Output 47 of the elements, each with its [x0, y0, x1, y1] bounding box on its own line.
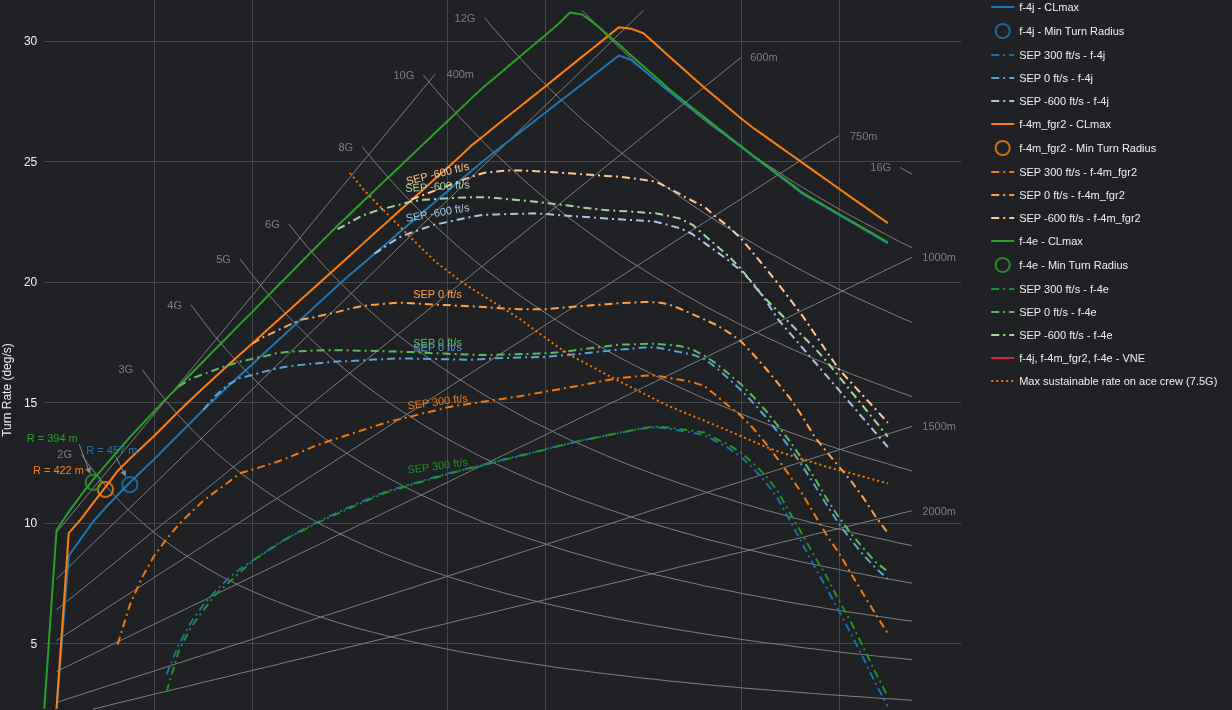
annotation: 600m	[750, 51, 778, 64]
annotation: SEP -600 ft/s	[404, 200, 471, 224]
legend-label: f-4e - CLmax	[1019, 235, 1084, 247]
annotation: 1500m	[922, 420, 956, 433]
y-tick-label: 25	[23, 154, 38, 169]
legend-label: f-4j - Min Turn Radius	[1019, 25, 1125, 37]
annotation: 750m	[849, 129, 878, 142]
y-tick-label: 5	[30, 636, 38, 651]
line-series	[336, 196, 889, 438]
annotation: 16G	[870, 161, 892, 174]
annotation: SEP 0 ft/s	[413, 287, 463, 300]
annotation: R = 394 m	[26, 432, 78, 445]
annotation: 4G	[167, 298, 182, 311]
y-tick-label: 20	[23, 275, 38, 290]
y-tick-label: 10	[23, 516, 38, 531]
legend-label: SEP 300 ft/s - f-4m_fgr2	[1019, 166, 1137, 178]
y-tick-label: 30	[23, 34, 38, 49]
legend-label: SEP 0 ft/s - f-4m_fgr2	[1019, 189, 1125, 201]
legend-label: SEP -600 ft/s - f-4j	[1019, 95, 1109, 107]
legend-label: SEP -600 ft/s - f-4e	[1019, 329, 1113, 341]
annotation: 6G	[265, 218, 280, 231]
legend-label: SEP 300 ft/s - f-4j	[1019, 49, 1106, 61]
annotation: 12G	[454, 11, 476, 24]
legend-label: f-4m_fgr2 - CLmax	[1019, 118, 1112, 130]
annotation: 5G	[216, 252, 231, 265]
annotation: 8G	[338, 140, 354, 153]
legend-label: SEP 0 ft/s - f-4e	[1019, 306, 1097, 318]
legend-label: SEP 0 ft/s - f-4j	[1019, 72, 1093, 84]
y-tick-label: 15	[23, 395, 38, 410]
annotation: 400m	[446, 67, 475, 80]
annotation: 3G	[118, 363, 134, 376]
legend-label: f-4j, f-4m_fgr2, f-4e - VNE	[1019, 352, 1146, 364]
y-axis-title: Turn Rate (deg/s)	[0, 343, 15, 437]
annotation: 2000m	[922, 504, 956, 517]
legend-label: f-4j - CLmax	[1019, 1, 1080, 13]
legend-label: f-4m_fgr2 - Min Turn Radius	[1019, 142, 1157, 154]
legend-label: SEP 300 ft/s - f-4e	[1019, 283, 1109, 295]
annotation: SEP 300 ft/s	[406, 391, 469, 412]
annotation: SEP 300 ft/s	[406, 455, 469, 476]
annotation: 1000m	[922, 251, 956, 264]
legend-label: Max sustainable rate on ace crew (7.5G)	[1019, 375, 1218, 387]
annotation: R = 422 m	[32, 464, 84, 477]
legend-label: SEP -600 ft/s - f-4m_fgr2	[1019, 212, 1141, 224]
line-series	[251, 300, 889, 535]
annotation: 10G	[393, 68, 415, 81]
legend-label: f-4e - Min Turn Radius	[1019, 259, 1129, 271]
annotation: 2G	[57, 448, 72, 461]
